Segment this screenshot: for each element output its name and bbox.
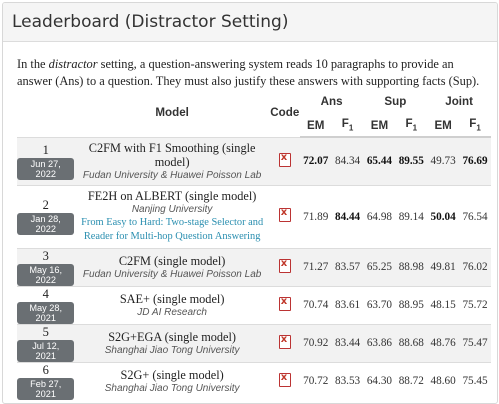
joint-f1: 76.02 <box>459 247 491 286</box>
institution: JD AI Research <box>137 306 207 318</box>
institution: Shanghai Jiao Tong University <box>104 344 240 356</box>
sup-f1: 88.95 <box>395 285 428 324</box>
pdf-icon[interactable] <box>278 258 291 273</box>
sup-f1: 88.68 <box>395 323 428 362</box>
col-group-sup: Sup <box>384 94 407 108</box>
table-row: 1 Jun 27, 2022 C2FM with F1 Smoothing (si… <box>17 136 491 185</box>
col-joint-f1: F1 <box>459 114 491 138</box>
joint-em: 48.60 <box>427 361 460 400</box>
model-name: S2G+ (single model) <box>120 367 224 382</box>
sup-f1: 89.55 <box>395 136 428 185</box>
date-badge: May 16, 2022 <box>17 263 75 286</box>
card-title: Leaderboard (Distractor Setting) <box>3 3 497 42</box>
institution: Fudan University & Huawei Poisson Lab <box>82 169 262 181</box>
date-badge: Jan 28, 2022 <box>17 213 75 235</box>
col-group-joint: Joint <box>445 94 473 108</box>
col-sup-em: EM <box>363 114 396 138</box>
institution: Fudan University & Huawei Poisson Lab <box>82 268 262 280</box>
col-rank <box>17 88 74 137</box>
rank: 6 <box>42 362 49 377</box>
table-row: 3 May 16, 2022 C2FM (single model) Fudan U… <box>17 247 491 286</box>
table-row: 2 Jan 28, 2022 FE2H on ALBERT (single mod… <box>17 184 491 248</box>
leaderboard-table: Model Code Ans Sup Joint EM F1 EM F1 EM … <box>17 88 491 400</box>
intro-text-em: distractor <box>48 57 98 71</box>
sup-em: 65.25 <box>363 247 396 286</box>
joint-f1: 75.72 <box>459 285 491 324</box>
col-group-ans: Ans <box>320 94 343 108</box>
paper-link[interactable]: From Easy to Hard: Two-stage Selector an… <box>81 217 264 242</box>
date-badge: Feb 27, 2021 <box>17 377 75 400</box>
model-name: C2FM with F1 Smoothing (single model) <box>88 140 256 169</box>
institution: Shanghai Jiao Tong University <box>104 382 240 394</box>
f1-label: F <box>405 117 413 131</box>
joint-f1: 76.69 <box>459 136 491 185</box>
sup-em: 63.70 <box>363 285 396 324</box>
ans-f1: 84.44 <box>331 184 364 248</box>
model-name: FE2H on ALBERT (single model) <box>87 189 257 203</box>
f1-subscript: 1 <box>412 123 418 133</box>
date-badge: Jun 27, 2022 <box>17 157 75 180</box>
col-code: Code <box>270 105 300 119</box>
joint-em: 49.81 <box>427 247 460 286</box>
sup-em: 65.44 <box>363 136 396 185</box>
pdf-icon[interactable] <box>278 152 291 167</box>
pdf-icon[interactable] <box>278 334 291 349</box>
joint-em: 48.15 <box>427 285 460 324</box>
rank: 2 <box>42 198 49 212</box>
f1-subscript: 1 <box>476 123 481 133</box>
intro-text-end: setting, a question-answering system rea… <box>17 57 480 88</box>
f1-subscript: 1 <box>348 123 354 133</box>
sup-em: 64.98 <box>363 184 396 248</box>
date-badge: Jul 12, 2021 <box>17 339 75 362</box>
ans-em: 71.89 <box>299 184 332 248</box>
table-row: 5 Jul 12, 2021 S2G+EGA (single model) Shan… <box>17 323 491 362</box>
ans-f1: 83.44 <box>331 323 364 362</box>
date-badge: May 28, 2021 <box>17 301 75 324</box>
pdf-icon[interactable] <box>278 207 291 222</box>
joint-em: 49.73 <box>427 136 460 185</box>
rank: 5 <box>42 324 49 339</box>
table-row: 6 Feb 27, 2021 S2G+ (single model) Shangha… <box>17 361 491 400</box>
ans-f1: 83.61 <box>331 285 364 324</box>
col-ans-f1: F1 <box>331 114 364 138</box>
intro-text: In the distractor setting, a question-an… <box>3 42 497 90</box>
f1-label: F <box>469 117 477 131</box>
ans-em: 70.72 <box>299 361 332 400</box>
f1-label: F <box>341 117 349 131</box>
ans-em: 72.07 <box>299 136 332 185</box>
col-sup-f1: F1 <box>395 114 428 138</box>
sup-em: 64.30 <box>363 361 396 400</box>
col-joint-em: EM <box>427 114 460 138</box>
rank: 4 <box>42 286 49 301</box>
sup-f1: 88.98 <box>395 247 428 286</box>
sup-f1: 89.14 <box>395 184 428 248</box>
joint-f1: 75.47 <box>459 323 491 362</box>
model-name: C2FM (single model) <box>118 253 226 268</box>
joint-f1: 75.45 <box>459 361 491 400</box>
joint-em: 48.76 <box>427 323 460 362</box>
pdf-icon[interactable] <box>278 372 291 387</box>
ans-em: 70.92 <box>299 323 332 362</box>
pdf-icon[interactable] <box>278 296 291 311</box>
ans-f1: 84.34 <box>331 136 364 185</box>
table-row: 4 May 28, 2021 SAE+ (single model) JD AI R… <box>17 285 491 324</box>
rank: 3 <box>42 248 49 263</box>
ans-f1: 83.57 <box>331 247 364 286</box>
sup-em: 63.86 <box>363 323 396 362</box>
intro-text-start: In the <box>17 57 49 71</box>
model-name: SAE+ (single model) <box>119 291 225 306</box>
rank: 1 <box>42 142 49 157</box>
col-ans-em: EM <box>299 114 332 138</box>
ans-em: 71.27 <box>299 247 332 286</box>
joint-em: 50.04 <box>427 184 460 248</box>
col-model: Model <box>155 105 189 119</box>
sup-f1: 88.72 <box>395 361 428 400</box>
institution: Nanjing University <box>131 204 213 215</box>
ans-em: 70.74 <box>299 285 332 324</box>
ans-f1: 83.53 <box>331 361 364 400</box>
joint-f1: 76.54 <box>459 184 491 248</box>
model-name: S2G+EGA (single model) <box>108 329 237 344</box>
